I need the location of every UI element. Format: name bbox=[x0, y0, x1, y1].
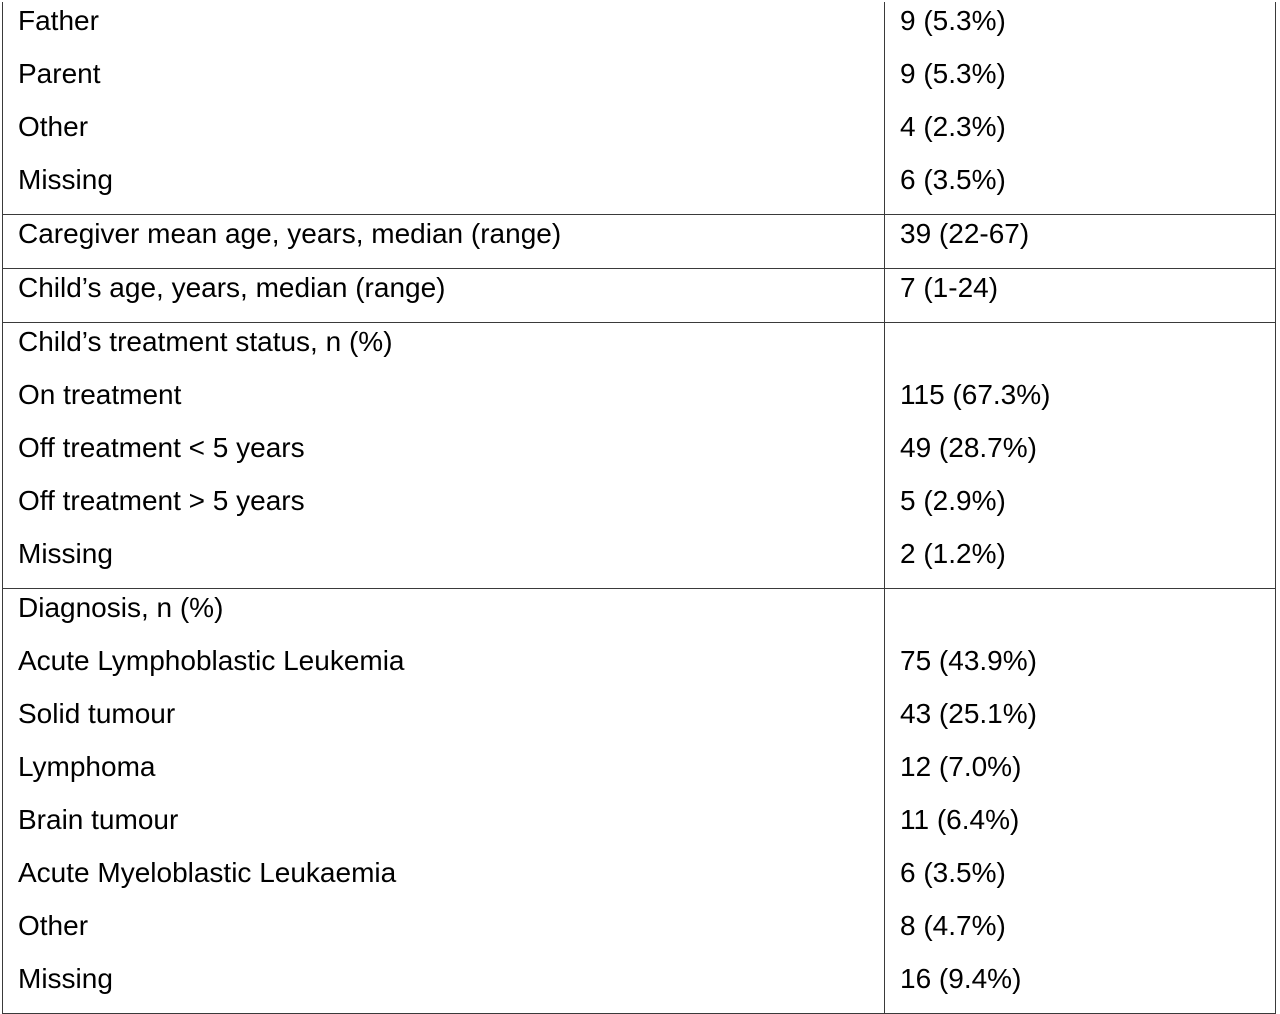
row-label: Child’s age, years, median (range) bbox=[18, 272, 446, 303]
table-row: Acute Lymphoblastic Leukemia 75 (43.9%) bbox=[3, 642, 1275, 695]
table-row: Missing 2 (1.2%) bbox=[3, 535, 1275, 588]
table-row: Lymphoma 12 (7.0%) bbox=[3, 748, 1275, 801]
table-row: Caregiver mean age, years, median (range… bbox=[3, 215, 1275, 268]
row-label: Missing bbox=[18, 963, 113, 994]
row-label: Other bbox=[18, 111, 89, 142]
row-value: 4 (2.3%) bbox=[900, 111, 1006, 142]
table-row: On treatment 115 (67.3%) bbox=[3, 376, 1275, 429]
column-divider bbox=[884, 269, 885, 322]
row-label: Father bbox=[18, 5, 99, 36]
table-row: Child’s treatment status, n (%) bbox=[3, 323, 1275, 376]
row-value: 49 (28.7%) bbox=[900, 432, 1037, 463]
table-row: Father 9 (5.3%) bbox=[3, 2, 1275, 55]
row-value: 6 (3.5%) bbox=[900, 164, 1006, 195]
table-group-caregiver-age: Caregiver mean age, years, median (range… bbox=[3, 214, 1275, 268]
table-row: Other 4 (2.3%) bbox=[3, 108, 1275, 161]
row-label: On treatment bbox=[18, 379, 182, 410]
column-divider bbox=[884, 2, 885, 214]
table-row: Diagnosis, n (%) bbox=[3, 589, 1275, 642]
row-label: Caregiver mean age, years, median (range… bbox=[18, 218, 562, 249]
row-value: 43 (25.1%) bbox=[900, 698, 1037, 729]
table-group-diagnosis: Diagnosis, n (%) Acute Lymphoblastic Leu… bbox=[3, 588, 1275, 1013]
table-row: Missing 6 (3.5%) bbox=[3, 161, 1275, 214]
row-value: 16 (9.4%) bbox=[900, 963, 1022, 994]
table-row: Parent 9 (5.3%) bbox=[3, 55, 1275, 108]
table-row: Brain tumour 11 (6.4%) bbox=[3, 801, 1275, 854]
row-value: 115 (67.3%) bbox=[900, 379, 1051, 410]
row-value bbox=[884, 589, 1275, 590]
table-row: Child’s age, years, median (range) 7 (1-… bbox=[3, 269, 1275, 322]
table-row: Off treatment < 5 years 49 (28.7%) bbox=[3, 429, 1275, 482]
row-label: Off treatment > 5 years bbox=[18, 485, 305, 516]
table-row: Solid tumour 43 (25.1%) bbox=[3, 695, 1275, 748]
row-value: 39 (22-67) bbox=[900, 218, 1030, 249]
row-label: Brain tumour bbox=[18, 804, 179, 835]
row-value: 75 (43.9%) bbox=[900, 645, 1037, 676]
row-value: 2 (1.2%) bbox=[900, 538, 1006, 569]
table-row: Acute Myeloblastic Leukaemia 6 (3.5%) bbox=[3, 854, 1275, 907]
table-row: Off treatment > 5 years 5 (2.9%) bbox=[3, 482, 1275, 535]
row-label: Missing bbox=[18, 164, 113, 195]
row-value: 9 (5.3%) bbox=[900, 58, 1006, 89]
row-label: Lymphoma bbox=[18, 751, 156, 782]
row-value: 11 (6.4%) bbox=[900, 804, 1020, 835]
column-divider bbox=[884, 589, 885, 1013]
table-group-child-age: Child’s age, years, median (range) 7 (1-… bbox=[3, 268, 1275, 322]
row-label: Solid tumour bbox=[18, 698, 176, 729]
row-value: 8 (4.7%) bbox=[900, 910, 1006, 941]
row-label: Off treatment < 5 years bbox=[18, 432, 305, 463]
row-value: 9 (5.3%) bbox=[900, 5, 1006, 36]
row-value: 6 (3.5%) bbox=[900, 857, 1006, 888]
row-value bbox=[884, 323, 1275, 324]
row-label: Acute Myeloblastic Leukaemia bbox=[18, 857, 397, 888]
row-label: Parent bbox=[18, 58, 101, 89]
row-label: Acute Lymphoblastic Leukemia bbox=[18, 645, 405, 676]
table-group-treatment-status: Child’s treatment status, n (%) On treat… bbox=[3, 322, 1275, 588]
section-heading: Diagnosis, n (%) bbox=[18, 592, 224, 623]
column-divider bbox=[884, 323, 885, 588]
table-row: Other 8 (4.7%) bbox=[3, 907, 1275, 960]
table-group-caregiver-relation: Father 9 (5.3%) Parent 9 (5.3%) Other 4 … bbox=[3, 2, 1275, 214]
column-divider bbox=[884, 215, 885, 268]
row-value: 7 (1-24) bbox=[900, 272, 999, 303]
section-heading: Child’s treatment status, n (%) bbox=[18, 326, 393, 357]
row-value: 5 (2.9%) bbox=[900, 485, 1006, 516]
row-label: Other bbox=[18, 910, 89, 941]
row-label: Missing bbox=[18, 538, 113, 569]
row-value: 12 (7.0%) bbox=[900, 751, 1022, 782]
table-row: Missing 16 (9.4%) bbox=[3, 960, 1275, 1013]
